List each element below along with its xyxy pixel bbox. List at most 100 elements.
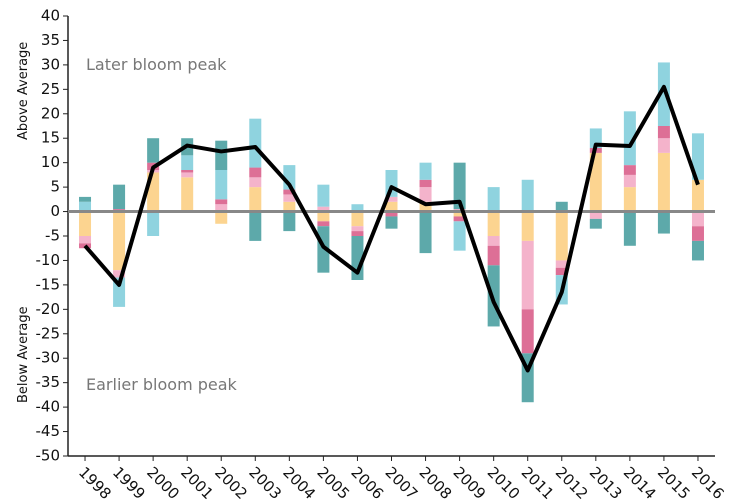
bar-segment (691, 240, 704, 261)
annotation: Later bloom peak (86, 55, 227, 74)
x-tick-label: 2004 (279, 463, 319, 500)
bar-segment (555, 211, 568, 261)
bar-segment (113, 211, 126, 271)
bar-segment (283, 194, 296, 202)
bar-segment (691, 211, 704, 227)
bar-segment (249, 177, 262, 188)
bar-segment (487, 187, 500, 212)
bar-segment (79, 196, 92, 202)
bar-segment (657, 152, 670, 212)
bar-segment (623, 111, 636, 166)
bar-segment (419, 162, 432, 180)
y-tick-label: 35 (41, 31, 60, 49)
y-tick-label: -45 (36, 422, 61, 440)
y-tick-label: 10 (41, 153, 60, 171)
y-tick-label: 20 (41, 104, 60, 122)
x-tick-label: 2006 (347, 463, 387, 500)
x-tick-label: 2002 (211, 463, 251, 500)
bar-segment (249, 187, 262, 212)
bar-segment (657, 138, 670, 153)
bar-segment (419, 201, 432, 212)
bar-segment (419, 211, 432, 254)
y-tick-label: -35 (36, 373, 61, 391)
y-tick-label: 25 (41, 80, 60, 98)
x-tick-label: 2011 (518, 463, 558, 500)
x-tick-label: 2015 (654, 463, 694, 500)
y-tick-label: -10 (36, 251, 61, 269)
bar-segment (419, 187, 432, 202)
bar-segment (79, 211, 92, 236)
y-tick-label: 30 (41, 55, 60, 73)
y-tick-label: 5 (50, 178, 60, 196)
bar-segment (283, 201, 296, 212)
bar-segment (215, 140, 228, 170)
bar-segment (623, 211, 636, 246)
bar-segment (589, 211, 602, 219)
bar-segment (691, 133, 704, 180)
bar-segment (385, 216, 398, 229)
bar-segment (147, 211, 160, 236)
bar-segment (215, 211, 228, 224)
bar-segment (249, 167, 262, 178)
x-tick-label: 2003 (245, 463, 285, 500)
bar-segment (521, 211, 534, 241)
y-tick-label: 0 (50, 202, 60, 220)
bar-segment (147, 138, 160, 163)
bar-segment (691, 226, 704, 241)
bar-segment (453, 221, 466, 251)
bar-segment (113, 184, 126, 210)
y-axis-label: Below Average (16, 306, 31, 403)
bar-segment (521, 179, 534, 212)
bar-segment (283, 189, 296, 195)
x-tick-label: 2014 (620, 463, 660, 500)
y-tick-label: -50 (36, 447, 61, 465)
bar-segment (623, 165, 636, 175)
bar-segment (181, 155, 194, 170)
bar-segment (113, 277, 126, 307)
bar-segment (351, 226, 364, 232)
x-tick-label: 2010 (484, 463, 524, 500)
bar-segment (555, 267, 568, 276)
bar-segment (487, 236, 500, 246)
y-tick-label: -5 (45, 227, 60, 245)
bar-segment (215, 204, 228, 212)
bar-segment (351, 211, 364, 227)
bar-segment (215, 170, 228, 200)
bar-segment (283, 211, 296, 232)
bar-segment (691, 179, 704, 212)
bar-segment (453, 162, 466, 210)
bar-segment (181, 177, 194, 212)
x-tick-label: 2009 (450, 463, 490, 500)
annotation: Earlier bloom peak (86, 375, 238, 394)
bar-segment (385, 211, 398, 217)
bar-segment (351, 204, 364, 212)
bar-segment (419, 179, 432, 188)
bar-segment (589, 218, 602, 229)
bar-segment (555, 260, 568, 268)
bar-segment (487, 245, 500, 266)
bar-segment (317, 221, 330, 227)
x-tick-label: 1998 (75, 463, 115, 500)
bar-segment (385, 196, 398, 202)
y-tick-label: -40 (36, 398, 61, 416)
bar-segment (657, 211, 670, 234)
x-tick-label: 2008 (416, 463, 456, 500)
bar-segment (521, 240, 534, 310)
y-tick-label: 40 (41, 7, 60, 25)
bar-segment (317, 184, 330, 207)
bar-segment (453, 216, 466, 222)
x-tick-label: 2001 (177, 463, 217, 500)
y-axis-label: Above Average (16, 42, 31, 140)
x-tick-label: 2000 (143, 463, 183, 500)
bar-segment (453, 211, 466, 217)
y-tick-label: -25 (36, 324, 61, 342)
bar-segment (623, 174, 636, 188)
bar-segment (657, 126, 670, 139)
x-tick-label: 2007 (381, 463, 421, 500)
bar-segment (317, 211, 330, 222)
bar-segment (487, 211, 500, 236)
x-tick-label: 2013 (586, 463, 626, 500)
bar-segment (657, 62, 670, 126)
bar-segment (181, 170, 194, 173)
